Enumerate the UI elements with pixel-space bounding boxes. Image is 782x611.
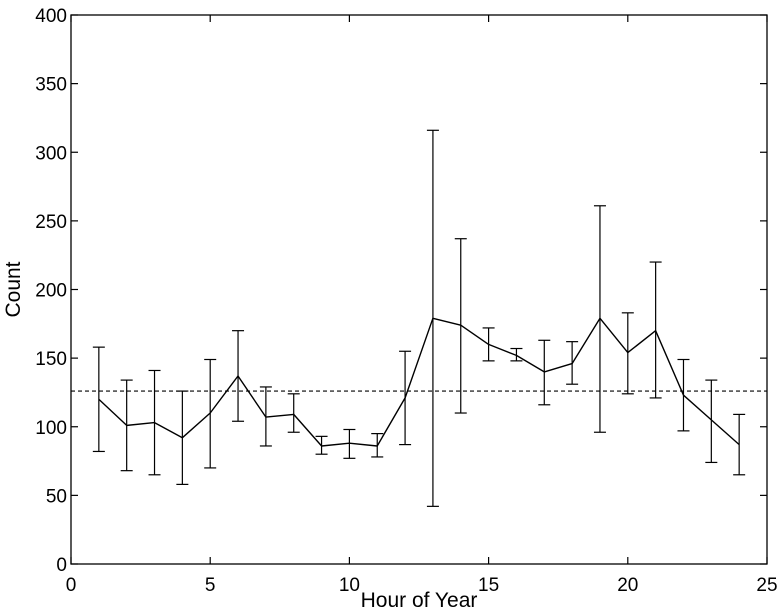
series-line — [98, 317, 740, 447]
error-bar — [287, 393, 300, 433]
y-tick-label: 200 — [35, 281, 67, 302]
x-tick-label: 20 — [617, 575, 638, 596]
plot-area — [71, 129, 767, 507]
y-tick-label: 100 — [35, 418, 67, 439]
error-bar — [705, 379, 718, 464]
error-bar — [343, 428, 356, 459]
x-tick-label: 25 — [756, 575, 777, 596]
error-bar — [649, 261, 662, 399]
y-tick-label: 400 — [35, 6, 67, 27]
y-axis-title: Count — [2, 261, 25, 317]
error-bar — [621, 312, 634, 395]
y-tick-label: 0 — [56, 555, 67, 576]
x-tick-label: 0 — [66, 575, 77, 596]
tick-marks — [70, 14, 768, 565]
y-tick-label: 250 — [35, 212, 67, 233]
x-tick-label: 5 — [205, 575, 216, 596]
y-tick-label: 150 — [35, 349, 67, 370]
series-0 — [92, 129, 746, 507]
x-tick-label: 15 — [478, 575, 499, 596]
x-tick-label: 10 — [339, 575, 360, 596]
x-axis-title: Hour of Year — [361, 589, 478, 611]
y-tick-label: 350 — [35, 75, 67, 96]
y-tick-label: 50 — [46, 486, 67, 507]
y-tick-label: 300 — [35, 143, 67, 164]
